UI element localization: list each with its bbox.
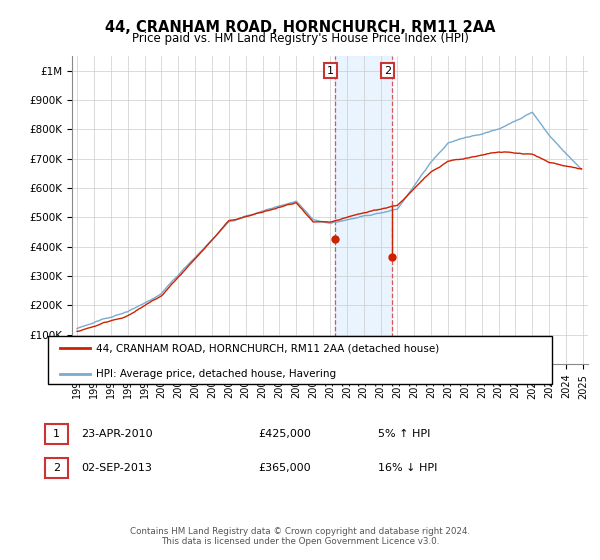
Text: HPI: Average price, detached house, Havering: HPI: Average price, detached house, Have…: [96, 368, 336, 379]
Text: 2: 2: [53, 463, 60, 473]
Text: 2: 2: [384, 66, 391, 76]
Text: 1: 1: [327, 66, 334, 76]
Text: 23-APR-2010: 23-APR-2010: [81, 429, 152, 439]
Text: 5% ↑ HPI: 5% ↑ HPI: [378, 429, 430, 439]
Bar: [335, 56, 392, 364]
Text: Price paid vs. HM Land Registry's House Price Index (HPI): Price paid vs. HM Land Registry's House …: [131, 32, 469, 45]
Text: 44, CRANHAM ROAD, HORNCHURCH, RM11 2AA (detached house): 44, CRANHAM ROAD, HORNCHURCH, RM11 2AA (…: [96, 343, 439, 353]
Text: £365,000: £365,000: [258, 463, 311, 473]
Text: 02-SEP-2013: 02-SEP-2013: [81, 463, 152, 473]
Text: Contains HM Land Registry data © Crown copyright and database right 2024.
This d: Contains HM Land Registry data © Crown c…: [130, 526, 470, 546]
Text: 16% ↓ HPI: 16% ↓ HPI: [378, 463, 437, 473]
Text: £425,000: £425,000: [258, 429, 311, 439]
Text: 44, CRANHAM ROAD, HORNCHURCH, RM11 2AA: 44, CRANHAM ROAD, HORNCHURCH, RM11 2AA: [105, 20, 495, 35]
Text: 1: 1: [53, 429, 60, 439]
